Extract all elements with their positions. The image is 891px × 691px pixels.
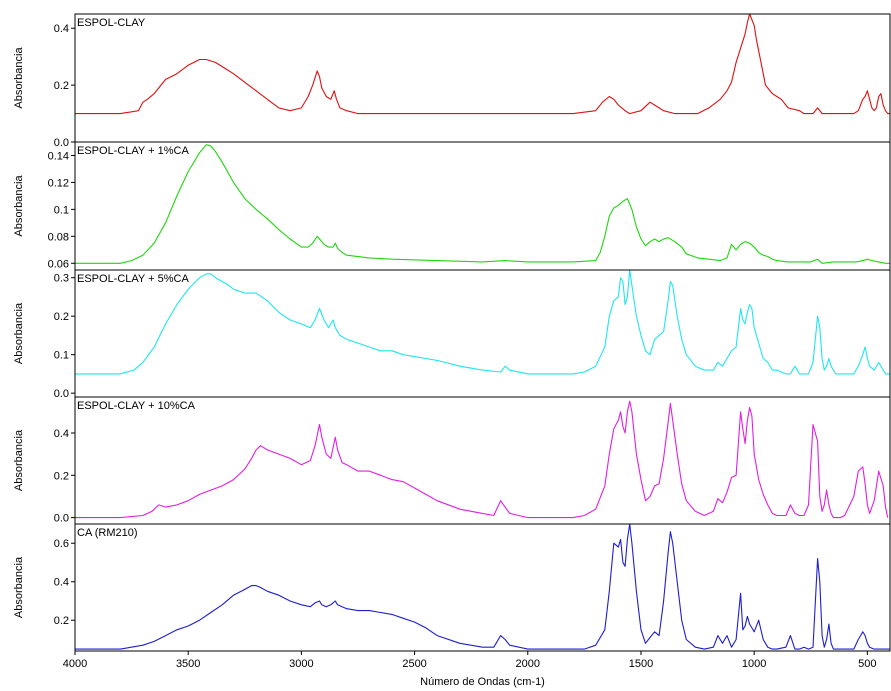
x-tick-label: 1500	[629, 658, 653, 670]
spectrum-line	[75, 400, 889, 519]
y-tick-label: 0.0	[54, 137, 69, 149]
series-ca-rm210	[75, 524, 890, 650]
spectrum-line	[75, 144, 890, 264]
x-tick-label: 500	[858, 658, 876, 670]
chart-panel-2: 0.06 0.08 0.1 0.12 0.14 ESPOL-CLAY + 1%CA Ab…	[13, 141, 891, 271]
y-axis-ticks: 0.06 0.08 0.1 0.12 0.14	[48, 150, 75, 270]
y-axis-ticks: 0.0 0.2 0.4	[54, 23, 75, 149]
y-axis-ticks: 0.2 0.4 0.6	[54, 538, 75, 627]
y-axis-label: Absorbancia	[13, 302, 25, 364]
y-tick-label: 0.2	[54, 80, 69, 92]
y-tick-label: 0.14	[48, 150, 69, 162]
x-tick-label: 4000	[63, 658, 87, 670]
y-tick-label: 0.06	[48, 258, 69, 270]
series-espol-clay	[75, 14, 890, 115]
panel-label: ESPOL-CLAY + 5%CA	[77, 273, 189, 285]
y-tick-label: 0.1	[54, 204, 69, 216]
chart-panel-4: 0.0 0.2 0.4 ESPOL-CLAY + 10%CA Absorbancia	[13, 396, 891, 525]
y-tick-label: 0.12	[48, 177, 69, 189]
series-espol-clay-5ca	[75, 270, 890, 375]
panel-label: ESPOL-CLAY + 1%CA	[77, 145, 189, 157]
y-tick-label: 0.2	[54, 470, 69, 482]
series-espol-clay-10ca	[75, 400, 889, 519]
y-tick-label: 0.4	[54, 23, 69, 35]
x-tick-label: 2000	[516, 658, 540, 670]
chart-panel-5: 0.2 0.4 0.6 CA (RM210) Absorbancia	[13, 523, 891, 652]
panel-label: ESPOL-CLAY	[77, 17, 146, 29]
y-tick-label: 0.4	[54, 577, 69, 589]
x-tick-label: 2500	[402, 658, 426, 670]
y-tick-label: 0.0	[54, 388, 69, 400]
y-tick-label: 0.1	[54, 350, 69, 362]
y-tick-label: 0.2	[54, 615, 69, 627]
spectrum-line	[75, 270, 890, 375]
y-tick-label: 0.0	[54, 513, 69, 525]
y-axis-ticks: 0.0 0.1 0.2 0.3	[54, 273, 75, 400]
y-axis-ticks: 0.0 0.2 0.4	[54, 428, 75, 525]
y-axis-label: Absorbancia	[13, 429, 25, 491]
spectrum-line	[75, 524, 890, 650]
panel-label: CA (RM210)	[77, 527, 138, 539]
panel-label: ESPOL-CLAY + 10%CA	[77, 400, 196, 412]
x-axis: 4000 3500 3000 2500 2000 1500 1000 500	[63, 651, 877, 670]
y-tick-label: 0.08	[48, 231, 69, 243]
x-tick-label: 3000	[289, 658, 313, 670]
panel-frame	[74, 523, 891, 652]
y-axis-label: Absorbancia	[13, 175, 25, 237]
y-axis-label: Absorbancia	[13, 47, 25, 109]
x-axis-label: Número de Ondas (cm-1)	[420, 676, 545, 688]
spectrum-line	[75, 14, 890, 115]
y-tick-label: 0.2	[54, 311, 69, 323]
y-axis-label: Absorbancia	[13, 556, 25, 618]
x-tick-label: 1000	[742, 658, 766, 670]
y-tick-label: 0.6	[54, 538, 69, 550]
x-tick-label: 3500	[176, 658, 200, 670]
y-tick-label: 0.4	[54, 428, 69, 440]
y-tick-label: 0.3	[54, 273, 69, 285]
series-espol-clay-1ca	[75, 144, 890, 264]
